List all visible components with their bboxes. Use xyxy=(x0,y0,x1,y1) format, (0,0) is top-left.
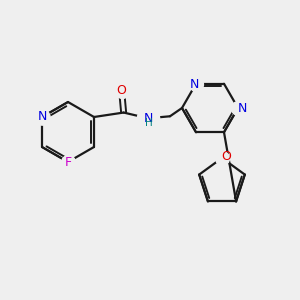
Text: H: H xyxy=(145,118,153,128)
Text: N: N xyxy=(237,101,247,115)
Text: N: N xyxy=(189,78,199,91)
Text: O: O xyxy=(221,151,231,164)
Text: N: N xyxy=(37,110,47,124)
Text: N: N xyxy=(143,112,153,125)
Text: O: O xyxy=(117,84,127,97)
Text: F: F xyxy=(64,157,72,169)
